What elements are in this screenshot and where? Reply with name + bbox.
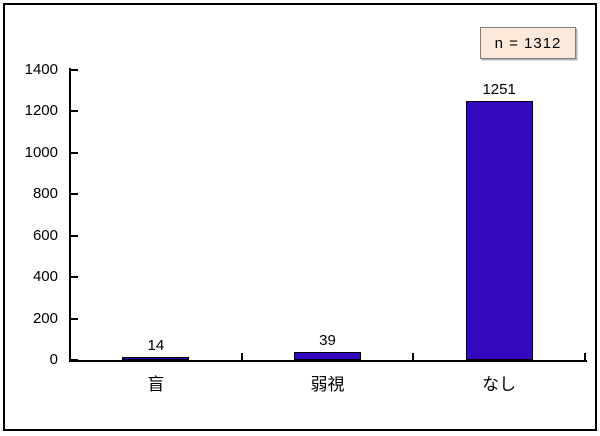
- y-tick-label: 0: [49, 351, 58, 368]
- category-label: 弱視: [310, 375, 345, 394]
- bar-value-label: 39: [319, 331, 336, 349]
- bar-3: [465, 100, 533, 360]
- x-tick: [412, 353, 415, 360]
- y-tick: [71, 276, 78, 279]
- y-tick: [71, 359, 78, 361]
- y-tick-label: 800: [32, 185, 58, 203]
- bar-2: [294, 351, 361, 360]
- y-tick-label: 400: [32, 268, 58, 286]
- bar-1: [122, 357, 190, 360]
- y-tick-label: 200: [32, 309, 58, 327]
- y-tick: [71, 193, 78, 196]
- y-axis-line: [69, 68, 71, 362]
- sample-size-label: n = 1312: [494, 34, 562, 52]
- category-label: なし: [482, 375, 517, 394]
- y-tick: [71, 234, 78, 237]
- bar-value-label: 1251: [482, 80, 516, 98]
- outer-frame: [3, 3, 597, 431]
- y-tick: [71, 110, 78, 113]
- y-tick-label: 1000: [24, 143, 58, 161]
- y-tick-label: 1400: [24, 61, 58, 78]
- y-tick: [71, 69, 78, 71]
- bar-value-label: 14: [147, 337, 165, 355]
- sample-size-box: n = 1312: [480, 27, 576, 59]
- x-tick: [240, 353, 243, 360]
- y-tick-label: 600: [32, 226, 58, 244]
- x-tick: [584, 353, 586, 360]
- x-axis-line: [69, 360, 587, 362]
- category-label: 盲: [147, 375, 165, 394]
- y-tick: [71, 317, 78, 320]
- y-tick: [71, 151, 78, 154]
- y-tick-label: 1200: [24, 102, 58, 120]
